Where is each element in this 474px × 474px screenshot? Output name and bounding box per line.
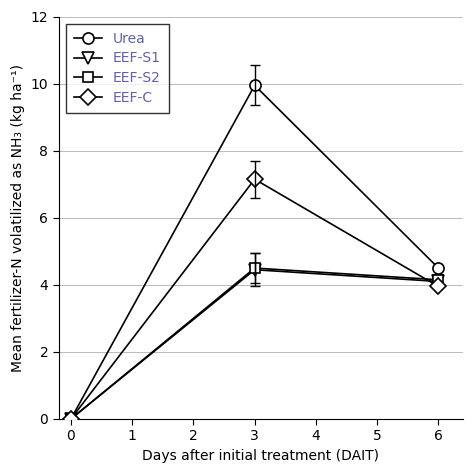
X-axis label: Days after initial treatment (DAIT): Days after initial treatment (DAIT) <box>142 449 379 463</box>
Y-axis label: Mean fertilizer-N volatilized as NH₃ (kg ha⁻¹): Mean fertilizer-N volatilized as NH₃ (kg… <box>11 64 25 372</box>
Legend: Urea, EEF-S1, EEF-S2, EEF-C: Urea, EEF-S1, EEF-S2, EEF-C <box>66 24 169 113</box>
